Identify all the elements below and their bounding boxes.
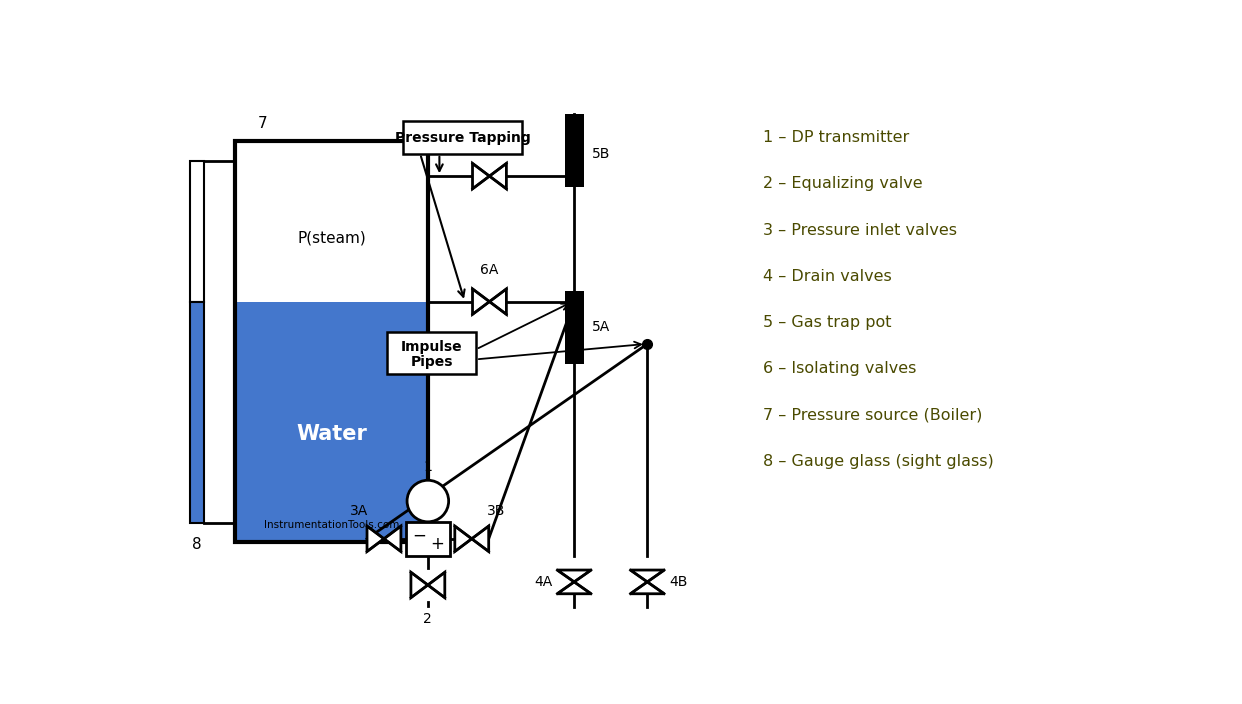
Text: 3 – Pressure inlet valves: 3 – Pressure inlet valves bbox=[763, 222, 956, 237]
Text: P(steam): P(steam) bbox=[297, 230, 366, 245]
Bar bbox=[190, 301, 204, 522]
Text: 8: 8 bbox=[193, 536, 201, 552]
Text: 1: 1 bbox=[424, 460, 432, 474]
Text: 2 – Equalizing valve: 2 – Equalizing valve bbox=[763, 176, 923, 191]
Polygon shape bbox=[472, 163, 489, 189]
Bar bbox=[235, 301, 427, 542]
Polygon shape bbox=[631, 570, 664, 582]
Text: 1 – DP transmitter: 1 – DP transmitter bbox=[763, 130, 909, 145]
Text: −: − bbox=[412, 527, 426, 544]
Text: 7 – Pressure source (Boiler): 7 – Pressure source (Boiler) bbox=[763, 408, 982, 422]
Polygon shape bbox=[489, 289, 507, 314]
Text: 5B: 5B bbox=[591, 147, 610, 161]
Text: Pipes: Pipes bbox=[410, 356, 453, 370]
Text: 6 – Isolating valves: 6 – Isolating valves bbox=[763, 361, 917, 376]
Text: InstrumentationTools.com: InstrumentationTools.com bbox=[263, 520, 399, 530]
Polygon shape bbox=[384, 526, 401, 551]
Text: 4A: 4A bbox=[534, 575, 553, 589]
Text: 4 – Drain valves: 4 – Drain valves bbox=[763, 269, 892, 284]
Polygon shape bbox=[427, 572, 445, 598]
Text: 3B: 3B bbox=[487, 504, 505, 518]
FancyBboxPatch shape bbox=[402, 122, 522, 153]
Bar bbox=[565, 291, 584, 364]
Bar bbox=[235, 142, 427, 542]
Polygon shape bbox=[455, 526, 472, 551]
Text: +: + bbox=[430, 535, 443, 553]
Text: 2: 2 bbox=[424, 612, 432, 626]
Text: 3A: 3A bbox=[350, 504, 369, 518]
Polygon shape bbox=[368, 526, 384, 551]
Text: 8 – Gauge glass (sight glass): 8 – Gauge glass (sight glass) bbox=[763, 453, 994, 468]
Bar bbox=[565, 114, 584, 187]
Text: Impulse: Impulse bbox=[401, 340, 462, 354]
Circle shape bbox=[407, 480, 448, 522]
FancyBboxPatch shape bbox=[388, 332, 476, 375]
Text: 7: 7 bbox=[257, 116, 267, 132]
Polygon shape bbox=[472, 289, 489, 314]
Bar bbox=[406, 522, 450, 555]
Polygon shape bbox=[472, 526, 488, 551]
Text: 6B: 6B bbox=[481, 137, 499, 151]
Text: 4B: 4B bbox=[669, 575, 687, 589]
Bar bbox=[190, 161, 204, 301]
Bar bbox=[235, 142, 427, 301]
Text: Pressure Tapping: Pressure Tapping bbox=[395, 131, 530, 144]
Text: 5 – Gas trap pot: 5 – Gas trap pot bbox=[763, 315, 892, 330]
Text: 6A: 6A bbox=[481, 263, 498, 277]
Polygon shape bbox=[558, 582, 591, 593]
Polygon shape bbox=[489, 163, 507, 189]
Polygon shape bbox=[631, 582, 664, 593]
Polygon shape bbox=[411, 572, 427, 598]
Text: Water: Water bbox=[296, 424, 368, 444]
Text: 5A: 5A bbox=[591, 320, 610, 334]
Polygon shape bbox=[558, 570, 591, 582]
